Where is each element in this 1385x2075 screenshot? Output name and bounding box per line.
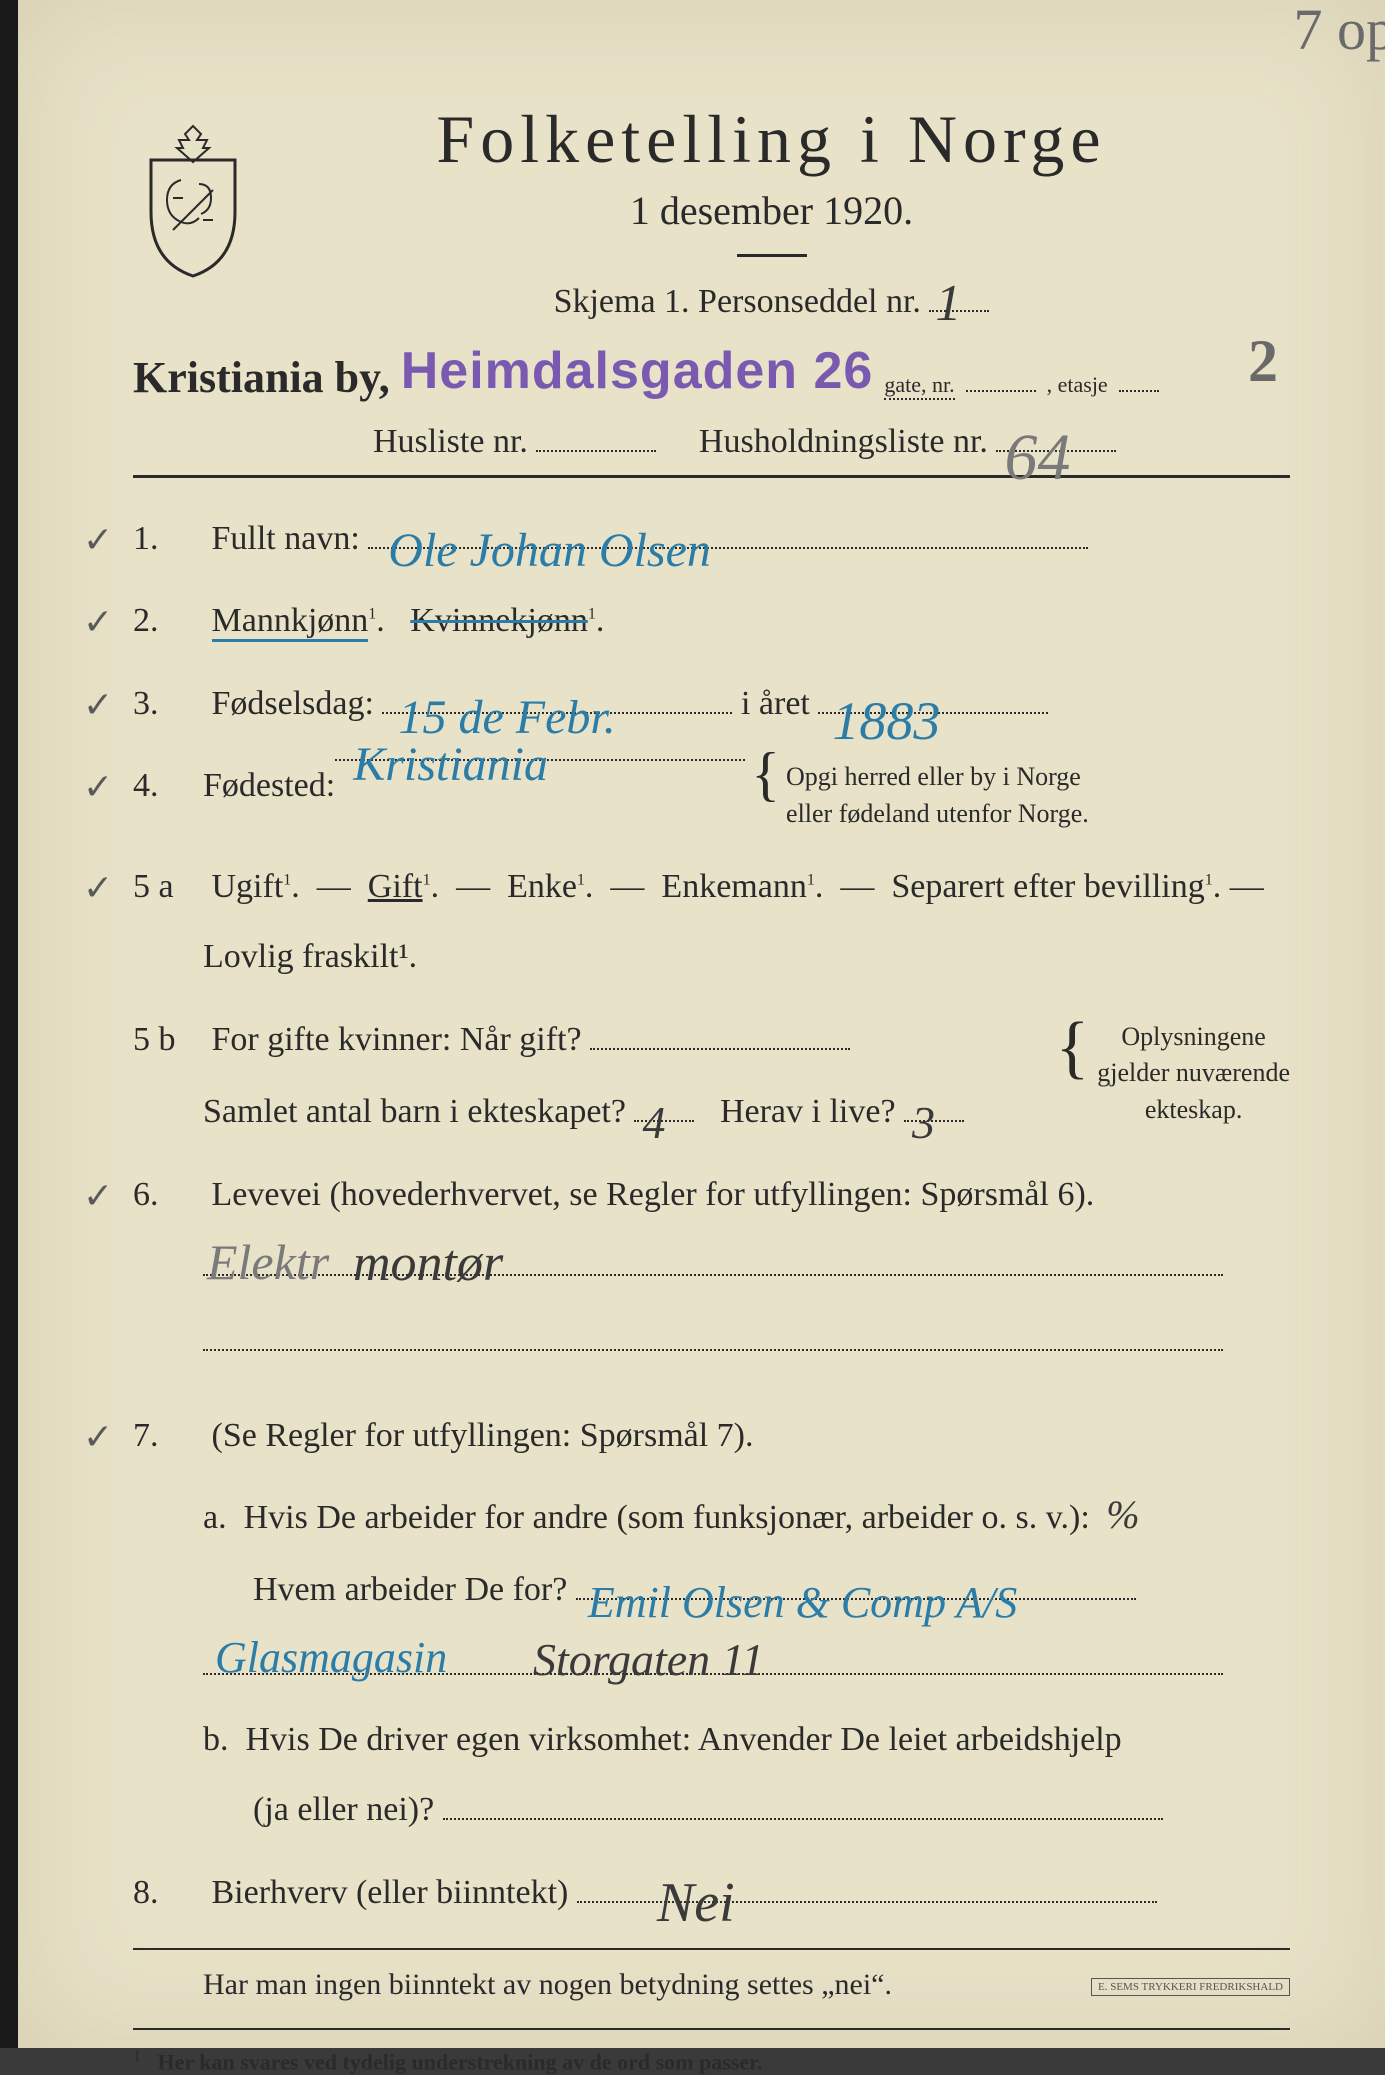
q7a-label1: Hvis De arbeider for andre (som funksjon…	[244, 1499, 1090, 1536]
q8-label: Bierhverv (eller biinntekt)	[212, 1874, 569, 1911]
q5b-barn-label: Samlet antal barn i ekteskapet?	[203, 1093, 626, 1130]
address-line: Kristiania by, Heimdalsgaden 26 gate, nr…	[133, 345, 1290, 405]
q6-num: 6.	[133, 1168, 203, 1222]
title-block: Folketelling i Norge 1 desember 1920. Sk…	[253, 100, 1290, 321]
q7a-label2: Hvem arbeider De for?	[253, 1571, 567, 1608]
q3-row: ✓ 3. Fødselsdag: 15 de Febr. i året 1883	[133, 677, 1290, 731]
check-icon: ✓	[83, 594, 113, 652]
skjema-label: Skjema 1. Personseddel nr.	[554, 283, 921, 320]
q5b-live-label: Herav i live?	[720, 1093, 896, 1130]
q3-num: 3.	[133, 677, 203, 731]
divider	[133, 1948, 1290, 1950]
q1-num: 1.	[133, 512, 203, 566]
q5a-line2: Lovlig fraskilt¹.	[203, 930, 1290, 984]
q2-row: ✓ 2. Mannkjønn1. Kvinnekjønn1.	[133, 594, 1290, 648]
q4-label: Fødested:	[203, 759, 335, 813]
q8-num: 8.	[133, 1866, 203, 1920]
divider	[133, 2028, 1290, 2030]
census-form-page: Folketelling i Norge 1 desember 1920. Sk…	[0, 0, 1385, 2048]
q6-row: ✓ 6. Levevei (hovederhvervet, se Regler …	[133, 1168, 1290, 1369]
husliste-line: Husliste nr. Husholdningsliste nr. 64 7 …	[373, 423, 1290, 461]
check-icon: ✓	[83, 1168, 113, 1226]
header: Folketelling i Norge 1 desember 1920. Sk…	[133, 100, 1290, 321]
right-annotation: 7 op	[1294, 0, 1385, 63]
footnote: 1 Her kan svares ved tydelig understrekn…	[133, 2048, 1290, 2075]
check-icon: ✓	[83, 512, 113, 570]
q6-pencil: Elektr	[207, 1222, 329, 1302]
q5b-num: 5 b	[133, 1013, 203, 1067]
q3-year: 1883	[832, 678, 940, 764]
q5b-label: For gifte kvinner: Når gift?	[212, 1021, 582, 1058]
q6-label: Levevei (hovederhvervet, se Regler for u…	[212, 1176, 1095, 1213]
city-prefix: Kristiania by,	[133, 353, 390, 402]
q5b-live: 3	[912, 1086, 935, 1160]
q5a-num: 5 a	[133, 860, 203, 914]
q7b-label: Hvis De driver egen virksomhet: Anvender…	[246, 1721, 1122, 1758]
q7-label: (Se Regler for utfyllingen: Spørsmål 7).	[212, 1417, 754, 1454]
personseddel-nr: 1	[935, 274, 961, 333]
q1-value: Ole Johan Olsen	[388, 513, 711, 590]
husliste-label: Husliste nr.	[373, 423, 528, 460]
q5a-row: ✓ 5 a Ugift1. — Gift1. — Enke1. — Enkema…	[133, 860, 1290, 985]
skjema-line: Skjema 1. Personseddel nr. 1	[253, 283, 1290, 321]
q5b-barn: 4	[642, 1086, 665, 1160]
coat-of-arms-icon	[133, 120, 253, 280]
q5b-note: Oplysningene gjelder nuværende ekteskap.	[1097, 1019, 1290, 1128]
q1-row: ✓ 1. Fullt navn: Ole Johan Olsen	[133, 512, 1290, 566]
q7a-anno: %	[1106, 1492, 1139, 1537]
q5b-row: 5 b For gifte kvinner: Når gift? Samlet …	[133, 1013, 1290, 1140]
etasje-label: , etasje	[1047, 372, 1108, 397]
address-stamp: Heimdalsgaden 26	[401, 341, 874, 401]
check-icon: ✓	[83, 759, 113, 817]
check-icon: ✓	[83, 677, 113, 735]
q3-label: Fødselsdag:	[212, 685, 374, 722]
q3-year-label: i året	[741, 685, 810, 722]
gate-label: gate, nr.	[884, 372, 954, 400]
q7-row: ✓ 7. (Se Regler for utfyllingen: Spørsmå…	[133, 1409, 1290, 1838]
etasje-value: 2	[1248, 327, 1278, 396]
q7-num: 7.	[133, 1409, 203, 1463]
q7a-val2a: Glasmagasin	[215, 1623, 447, 1693]
q4-num: 4.	[133, 759, 203, 813]
husholdning-label: Husholdningsliste nr.	[699, 423, 988, 460]
q4-value: Kristiania	[353, 727, 548, 804]
q4-note: Opgi herred eller by i Norge eller fødel…	[786, 759, 1089, 832]
q8-row: 8. Bierhverv (eller biinntekt) Nei	[133, 1866, 1290, 1920]
main-title: Folketelling i Norge	[253, 100, 1290, 179]
q7a-val2b: Storgaten 11	[533, 1623, 764, 1697]
check-icon: ✓	[83, 860, 113, 918]
q2-female: Kvinnekjønn	[410, 602, 588, 639]
q2-male: Mannkjønn	[212, 602, 369, 642]
divider	[133, 475, 1290, 478]
q4-row: ✓ 4. Fødested: Kristiania { Opgi herred …	[133, 759, 1290, 832]
divider	[737, 254, 807, 257]
q6-value: montør	[353, 1222, 503, 1305]
husholdning-value: 64	[1004, 420, 1070, 496]
printer-mark: E. SEMS TRYKKERI FREDRIKSHALD	[1091, 1978, 1290, 1996]
check-icon: ✓	[83, 1409, 113, 1467]
census-date: 1 desember 1920.	[253, 187, 1290, 234]
q7b-label2: (ja eller nei)?	[253, 1791, 434, 1828]
q1-label: Fullt navn:	[212, 520, 360, 557]
q8-value: Nei	[657, 1859, 735, 1949]
q2-num: 2.	[133, 594, 203, 648]
